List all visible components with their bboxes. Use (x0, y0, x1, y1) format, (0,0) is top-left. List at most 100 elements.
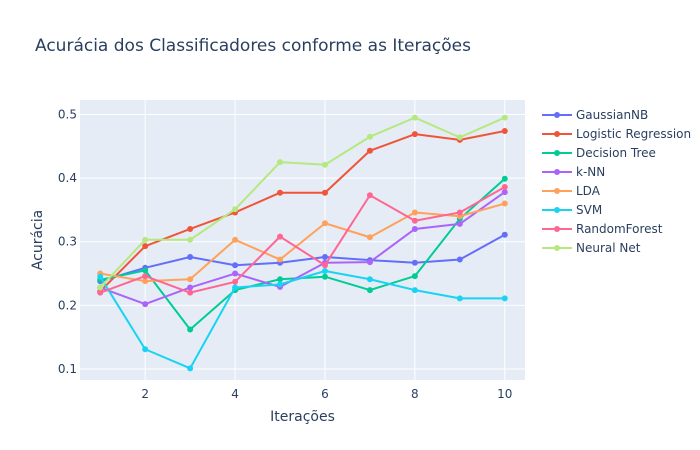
data-point[interactable] (187, 289, 194, 296)
data-point[interactable] (142, 346, 149, 353)
data-point[interactable] (277, 256, 284, 263)
data-point[interactable] (232, 262, 239, 269)
legend-item-logistic-regression[interactable]: Logistic Regression (542, 127, 691, 141)
data-point[interactable] (187, 365, 194, 372)
data-point[interactable] (501, 175, 508, 182)
data-point[interactable] (501, 295, 508, 302)
legend-item-decision-tree[interactable]: Decision Tree (542, 146, 656, 160)
series-line-svm (99, 269, 505, 370)
data-point[interactable] (187, 284, 194, 291)
legend-item-lda[interactable]: LDA (542, 184, 601, 198)
data-point[interactable] (321, 161, 328, 168)
legend-swatch-marker (554, 207, 560, 213)
data-point[interactable] (142, 273, 149, 280)
data-point[interactable] (97, 284, 104, 291)
legend-item-neural-net[interactable]: Neural Net (542, 241, 641, 255)
data-point[interactable] (411, 287, 418, 294)
data-point[interactable] (321, 189, 328, 196)
data-point[interactable] (366, 259, 373, 266)
data-point[interactable] (232, 206, 239, 213)
data-point[interactable] (456, 256, 463, 263)
y-tick-label: 0.5 (58, 107, 77, 121)
data-point[interactable] (277, 233, 284, 240)
legend-item-randomforest[interactable]: RandomForest (542, 222, 663, 236)
data-point[interactable] (232, 284, 239, 291)
data-point[interactable] (456, 220, 463, 227)
data-point[interactable] (142, 267, 149, 274)
data-point[interactable] (366, 234, 373, 241)
data-point[interactable] (321, 220, 328, 227)
data-point[interactable] (277, 189, 284, 196)
data-point[interactable] (142, 278, 149, 285)
data-point[interactable] (187, 276, 194, 283)
data-point[interactable] (411, 225, 418, 232)
y-tick-label: 0.3 (58, 235, 77, 249)
legend-swatch-marker (554, 245, 560, 251)
data-point[interactable] (187, 236, 194, 243)
data-point[interactable] (411, 131, 418, 138)
legend-label: GaussianNB (576, 108, 648, 122)
legend-swatch-marker (554, 169, 560, 175)
series-gaussiannb (97, 231, 508, 285)
series-line-randomforest (99, 186, 506, 294)
y-tick-label: 0.1 (58, 362, 77, 376)
data-point[interactable] (456, 134, 463, 141)
data-point[interactable] (232, 236, 239, 243)
series-layer (97, 114, 508, 372)
legend-item-svm[interactable]: SVM (542, 203, 602, 217)
data-point[interactable] (232, 270, 239, 277)
y-tick-label: 0.4 (58, 171, 77, 185)
data-point[interactable] (411, 259, 418, 266)
x-tick-label: 4 (231, 387, 239, 401)
data-point[interactable] (456, 295, 463, 302)
data-point[interactable] (501, 183, 508, 190)
axis-ticks: 2 4 6 8 10 0.1 0.2 0.3 0.4 0.5 (58, 107, 513, 401)
data-point[interactable] (321, 262, 328, 269)
data-point[interactable] (321, 267, 328, 274)
data-point[interactable] (456, 209, 463, 216)
data-point[interactable] (232, 278, 239, 285)
data-point[interactable] (142, 236, 149, 243)
legend-swatch-marker (554, 226, 560, 232)
series-lda (97, 200, 508, 285)
series-randomforest (97, 183, 508, 296)
data-point[interactable] (411, 209, 418, 216)
data-point[interactable] (142, 301, 149, 308)
legend-item-gaussiannb[interactable]: GaussianNB (542, 108, 648, 122)
data-point[interactable] (411, 114, 418, 121)
legend-label: Logistic Regression (576, 127, 691, 141)
data-point[interactable] (501, 200, 508, 207)
data-point[interactable] (501, 231, 508, 238)
legend[interactable]: GaussianNB Logistic Regression Decision Tr… (542, 108, 691, 255)
series-logistic-regression (97, 127, 508, 295)
data-point[interactable] (501, 114, 508, 121)
data-point[interactable] (277, 281, 284, 288)
data-point[interactable] (366, 276, 373, 283)
data-point[interactable] (97, 273, 104, 280)
data-point[interactable] (366, 147, 373, 154)
legend-swatch-marker (554, 150, 560, 156)
data-point[interactable] (366, 133, 373, 140)
data-point[interactable] (97, 289, 104, 296)
data-point[interactable] (501, 189, 508, 196)
y-axis-title: Acurácia (30, 210, 46, 270)
x-tick-label: 10 (497, 387, 512, 401)
data-point[interactable] (142, 243, 149, 250)
data-point[interactable] (501, 127, 508, 134)
data-point[interactable] (187, 225, 194, 232)
data-point[interactable] (411, 217, 418, 224)
data-point[interactable] (277, 276, 284, 283)
legend-label: SVM (576, 203, 602, 217)
data-point[interactable] (366, 192, 373, 199)
data-point[interactable] (187, 253, 194, 260)
data-point[interactable] (277, 159, 284, 166)
data-point[interactable] (366, 287, 373, 294)
data-point[interactable] (321, 273, 328, 280)
data-point[interactable] (187, 326, 194, 333)
data-point[interactable] (321, 253, 328, 260)
legend-item-k-nn[interactable]: k-NN (542, 165, 605, 179)
data-point[interactable] (411, 273, 418, 280)
series-line-neural-net (99, 116, 506, 289)
